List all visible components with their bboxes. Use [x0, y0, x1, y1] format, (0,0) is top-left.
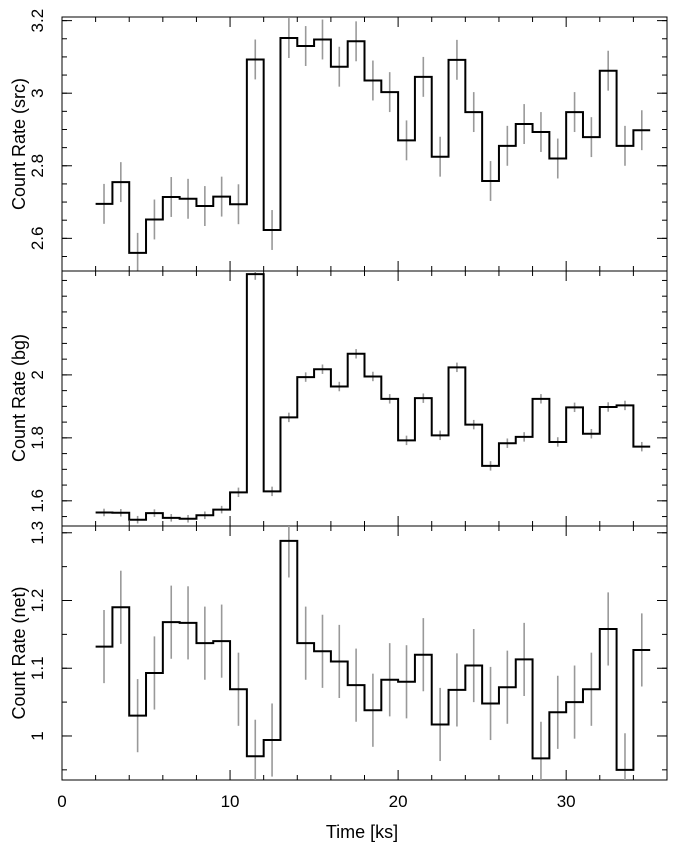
y-tick-label: 1.6 — [28, 489, 47, 513]
y-tick-label: 1.1 — [28, 656, 47, 680]
y-axis-title: Count Rate (src) — [9, 78, 29, 210]
plot-frame — [61, 525, 668, 781]
y-tick-label: 2.8 — [28, 154, 47, 178]
panel-src: 2.6 2.8 3 3.2 Count Rate (src) — [9, 9, 668, 272]
y-tick-label: 2.6 — [28, 227, 47, 251]
x-tick-label: 20 — [389, 792, 408, 811]
step-line-series — [95, 539, 651, 771]
x-tick-label: 30 — [557, 792, 576, 811]
y-tick-label: 1.3 — [28, 521, 47, 545]
y-tick-label: 1.8 — [28, 426, 47, 450]
panel-net: 1 1.1 1.2 1.3 0 10 20 30 Count Rate (net) — [9, 521, 668, 811]
x-tick-label: 0 — [57, 792, 66, 811]
step-line-series — [95, 273, 651, 521]
y-axis-title: Count Rate (bg) — [9, 334, 29, 462]
y-tick-label: 1.2 — [28, 589, 47, 613]
x-tick-label: 10 — [221, 792, 240, 811]
y-tick-label: 3.2 — [28, 9, 47, 33]
step-line-series — [95, 37, 651, 254]
y-axis-title: Count Rate (net) — [9, 586, 29, 719]
y-tick-label: 3 — [28, 88, 47, 97]
y-tick-label: 2 — [28, 370, 47, 379]
x-axis-title: Time [ks] — [326, 822, 398, 842]
y-tick-label: 1 — [28, 731, 47, 740]
plot-frame — [61, 270, 668, 527]
